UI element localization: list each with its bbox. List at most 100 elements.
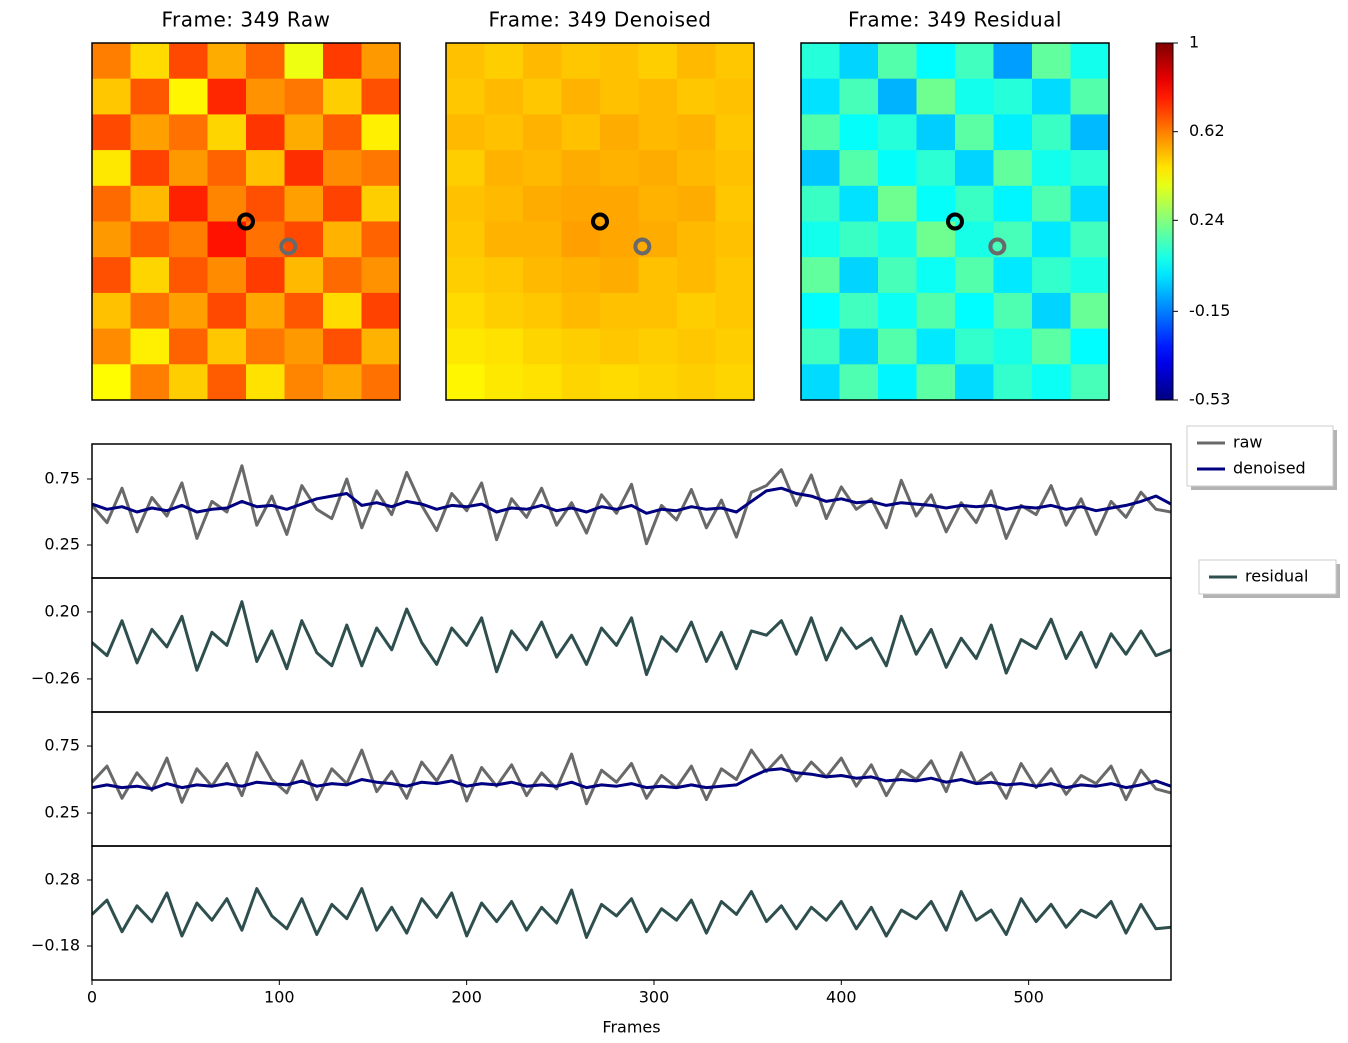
heatmap-cell [715, 150, 755, 187]
heatmap-cell [130, 364, 170, 401]
heatmap-cell [92, 185, 131, 222]
heatmap-cell [955, 150, 994, 187]
heatmap-cell [92, 114, 131, 151]
heatmap-cell [361, 43, 401, 80]
heatmap-cell [955, 292, 994, 330]
heatmap-cell [284, 364, 324, 401]
roi-marker [237, 212, 255, 231]
legend-box [1186, 425, 1334, 487]
heatmap-cell [916, 114, 956, 151]
heatmap-cell [993, 257, 1033, 294]
heatmap-cell [284, 257, 324, 294]
heatmap-cell [1070, 43, 1110, 80]
heatmap-cell [130, 78, 170, 115]
heatmap-cell [715, 43, 755, 80]
roi-marker [633, 237, 652, 256]
heatmap-cell [323, 221, 362, 258]
heatmap-cell [323, 257, 362, 294]
heatmap-cell [523, 328, 562, 365]
heatmap-title: Frame: 349 Denoised [488, 8, 711, 32]
heatmap-cell [916, 292, 956, 330]
heatmap-cell [523, 150, 562, 187]
heatmap-cell [484, 257, 524, 294]
colorbar-tick-label: 0.62 [1189, 121, 1225, 140]
heatmap-cell [323, 328, 362, 365]
heatmap-cell [993, 43, 1033, 80]
heatmap-cell [993, 185, 1033, 222]
heatmap-cell [677, 43, 716, 80]
heatmap-cell [207, 43, 247, 80]
heatmap-cell [638, 78, 678, 115]
heatmap-cell [839, 221, 879, 258]
y-tick-label: 0.25 [44, 803, 80, 822]
colorbar [1155, 42, 1174, 401]
y-tick-label: 0.28 [44, 870, 80, 889]
heatmap-cell [92, 292, 131, 330]
heatmap-cell [169, 328, 208, 365]
heatmap-cell [878, 78, 917, 115]
heatmap-cell [323, 43, 362, 80]
heatmap-cell [446, 150, 485, 187]
heatmap-cell [523, 221, 562, 258]
heatmap-cell [207, 257, 247, 294]
heatmap-cell [169, 114, 208, 151]
panel-frame [91, 845, 1172, 981]
heatmap-cell [361, 292, 401, 330]
heatmap-cell [600, 292, 639, 330]
heatmap-cell [801, 150, 840, 187]
heatmap-cell [130, 292, 170, 330]
heatmap-cell [130, 221, 170, 258]
roi-marker [591, 212, 609, 231]
heatmap-cell [677, 185, 716, 222]
heatmap-cell [638, 328, 678, 365]
colorbar-tick-label: -0.15 [1189, 301, 1230, 320]
heatmap-cell [839, 257, 879, 294]
heatmap-cell [169, 292, 208, 330]
heatmap-cell [561, 292, 601, 330]
heatmap-cell [677, 221, 716, 258]
heatmap-cell [839, 150, 879, 187]
heatmap-cell [1032, 43, 1071, 80]
heatmap-cell [715, 292, 755, 330]
heatmap-cell [955, 43, 994, 80]
line-series [92, 887, 1171, 939]
heatmap-cell [484, 364, 524, 401]
heatmap-cell [1070, 221, 1110, 258]
heatmap-cell [323, 292, 362, 330]
heatmap-cell [1070, 257, 1110, 294]
y-tick-label: −0.26 [31, 668, 80, 687]
heatmap-cell [1032, 328, 1071, 365]
heatmap-cell [361, 185, 401, 222]
heatmap-cell [169, 43, 208, 80]
heatmap-cell [1032, 292, 1071, 330]
heatmap-cell [323, 185, 362, 222]
heatmap-cell [993, 114, 1033, 151]
heatmap-cell [169, 221, 208, 258]
heatmap-cell [561, 114, 601, 151]
heatmap-cell [1032, 185, 1071, 222]
heatmap-cell [878, 257, 917, 294]
heatmap-cell [130, 43, 170, 80]
x-axis-label: Frames [602, 1018, 660, 1037]
heatmap-cell [638, 364, 678, 401]
legend-label: residual [1245, 567, 1308, 586]
x-tick-label: 200 [451, 988, 482, 1007]
heatmap-cell [130, 185, 170, 222]
heatmap-cell [638, 114, 678, 151]
heatmap-cell [715, 257, 755, 294]
y-tick-label: 0.20 [44, 601, 80, 620]
heatmap-cell [523, 114, 562, 151]
heatmap-cell [801, 114, 840, 151]
heatmap-cell [284, 114, 324, 151]
heatmap-cell [839, 328, 879, 365]
heatmap-cell [523, 292, 562, 330]
colorbar-tick-label: -0.53 [1189, 390, 1230, 409]
y-tick-label: −0.18 [31, 935, 80, 954]
heatmap-cell [1070, 185, 1110, 222]
heatmap-cell [1032, 364, 1071, 401]
heatmap-cell [916, 364, 956, 401]
heatmap-cell [878, 292, 917, 330]
heatmap-cell [130, 257, 170, 294]
heatmap-cell [801, 221, 840, 258]
